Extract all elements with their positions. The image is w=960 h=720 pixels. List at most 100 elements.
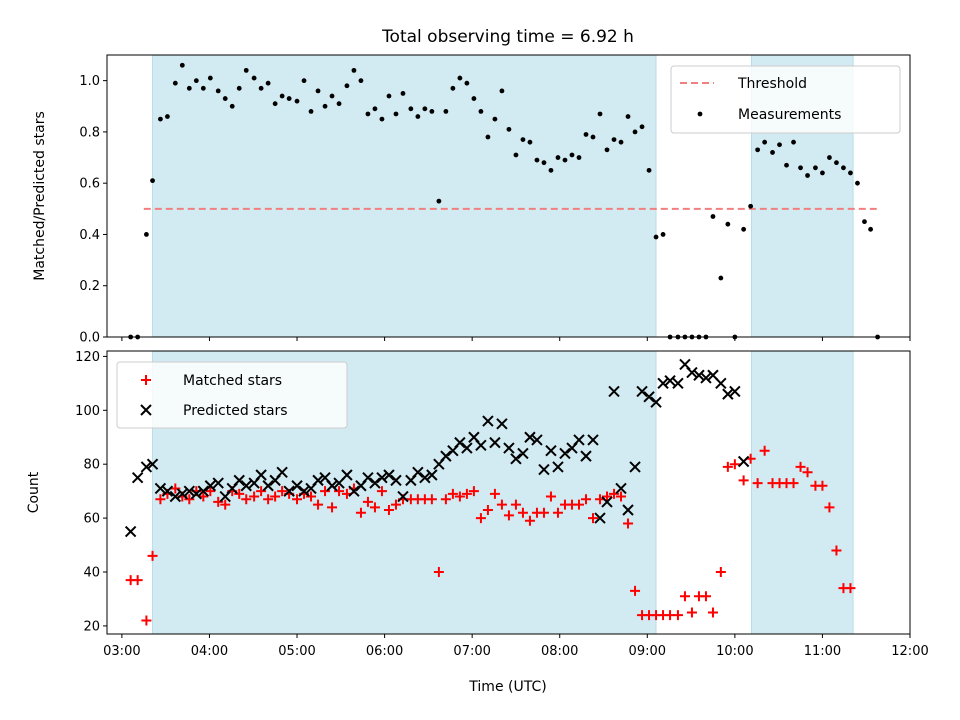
measurement-point <box>597 111 603 117</box>
matched-stars-point <box>672 610 683 621</box>
predicted-stars-point <box>419 471 431 484</box>
matched-stars-point <box>738 475 749 486</box>
matched-stars-point <box>503 510 514 521</box>
x-tick-label: 03:00 <box>103 644 140 659</box>
measurement-point <box>590 134 596 140</box>
measurement-point <box>555 155 561 160</box>
predicted-stars-point <box>693 369 705 381</box>
predicted-stars-point <box>197 485 210 497</box>
measurement-point <box>200 85 206 91</box>
measurement-point <box>172 80 178 86</box>
matched-stars-point <box>454 491 465 502</box>
measurement-point <box>632 129 638 135</box>
measurement-point <box>186 85 192 91</box>
measurement-point <box>653 234 659 240</box>
legend-predicted-label: Predicted stars <box>183 403 288 419</box>
measurement-point <box>791 139 796 145</box>
measurement-point <box>748 203 754 209</box>
measurement-point <box>222 96 228 101</box>
y-tick-label: 0.8 <box>79 125 100 140</box>
matched-stars-point <box>752 478 763 489</box>
axes-frame <box>106 54 911 338</box>
matched-stars-point <box>327 502 338 513</box>
matched-stars-point <box>234 488 245 499</box>
measurement-point <box>415 114 421 119</box>
measurement-point <box>834 160 839 166</box>
measurement-point <box>351 67 357 73</box>
measurement-point <box>365 111 371 117</box>
measurement-point <box>625 114 631 119</box>
measurement-point <box>308 109 314 114</box>
matched-stars-point <box>616 491 627 502</box>
measurement-point <box>862 219 867 225</box>
matched-stars-point <box>788 478 799 489</box>
predicted-stars-point <box>240 480 252 492</box>
matched-stars-point <box>147 550 158 561</box>
matched-stars-point <box>170 483 181 494</box>
measurement-point <box>762 139 768 145</box>
predicted-stars-point <box>545 445 557 457</box>
predicted-stars-point <box>573 434 585 446</box>
matched-stars-point <box>588 513 599 524</box>
predicted-stars-point <box>461 442 473 454</box>
chart-title: Total observing time = 6.92 h <box>381 27 634 47</box>
matched-stars-point <box>270 491 281 502</box>
predicted-stars-point <box>496 418 508 430</box>
measurement-point <box>499 88 505 94</box>
observing-interval-shade <box>751 350 854 635</box>
y-axis-label: Count <box>26 471 42 513</box>
predicted-stars-point <box>326 480 338 492</box>
measurement-point <box>534 157 540 163</box>
y-tick-label: 100 <box>75 404 100 419</box>
matched-stars-point <box>241 494 252 505</box>
predicted-stars-point <box>580 450 592 462</box>
predicted-stars-point <box>204 480 217 492</box>
x-axis-label: Time (UTC) <box>468 679 546 695</box>
measurement-point <box>618 139 624 145</box>
measurement-point <box>443 109 449 114</box>
matched-stars-point <box>630 585 641 596</box>
measurement-point <box>215 88 221 94</box>
y-axis-label: Matched/Predicted stars <box>32 111 48 281</box>
measurement-point <box>329 93 335 99</box>
matched-stars-point <box>759 445 770 456</box>
measurement-point <box>457 75 463 81</box>
measurement-point <box>158 116 163 122</box>
measurement-point <box>506 126 512 132</box>
matched-stars-point <box>320 486 331 497</box>
measurement-point <box>336 101 342 107</box>
legend-predicted-swatch <box>140 404 152 416</box>
matched-stars-point <box>715 567 726 578</box>
measurement-point <box>344 83 350 89</box>
legend: Matched stars Predicted stars <box>116 361 348 429</box>
matched-stars-point <box>362 496 373 507</box>
predicted-stars-point <box>524 431 536 443</box>
measurement-point <box>464 80 470 86</box>
measurement-point <box>611 137 617 143</box>
matched-stars-point <box>496 499 507 510</box>
measurement-point <box>827 155 832 160</box>
matched-stars-point <box>383 505 394 516</box>
predicted-stars-point <box>124 525 137 538</box>
x-tick-label: 10:00 <box>716 644 753 659</box>
bottom-panel: 20 40 60 80 100 120 Count 03:00 04:00 05:00 06:00 0… <box>26 350 929 659</box>
measurement-point <box>471 96 477 101</box>
matched-stars-point <box>580 494 591 505</box>
matched-stars-point <box>482 505 493 516</box>
observing-interval-shade <box>152 54 657 338</box>
matched-stars-point <box>602 491 613 502</box>
y-tick-label: 120 <box>75 350 100 365</box>
legend-measurements-swatch <box>697 111 703 117</box>
measurement-point <box>258 85 264 91</box>
measurement-point <box>272 101 278 107</box>
matched-stars-point <box>552 507 563 518</box>
matched-stars-point <box>468 486 479 497</box>
measurement-point <box>798 165 803 171</box>
measurement-point <box>400 91 406 96</box>
measurement-point <box>841 165 846 171</box>
matched-stars-point <box>440 494 451 505</box>
predicted-stars-point <box>341 469 353 481</box>
measurement-point <box>770 150 775 155</box>
measurement-point <box>179 62 185 68</box>
predicted-stars-point <box>233 474 245 487</box>
